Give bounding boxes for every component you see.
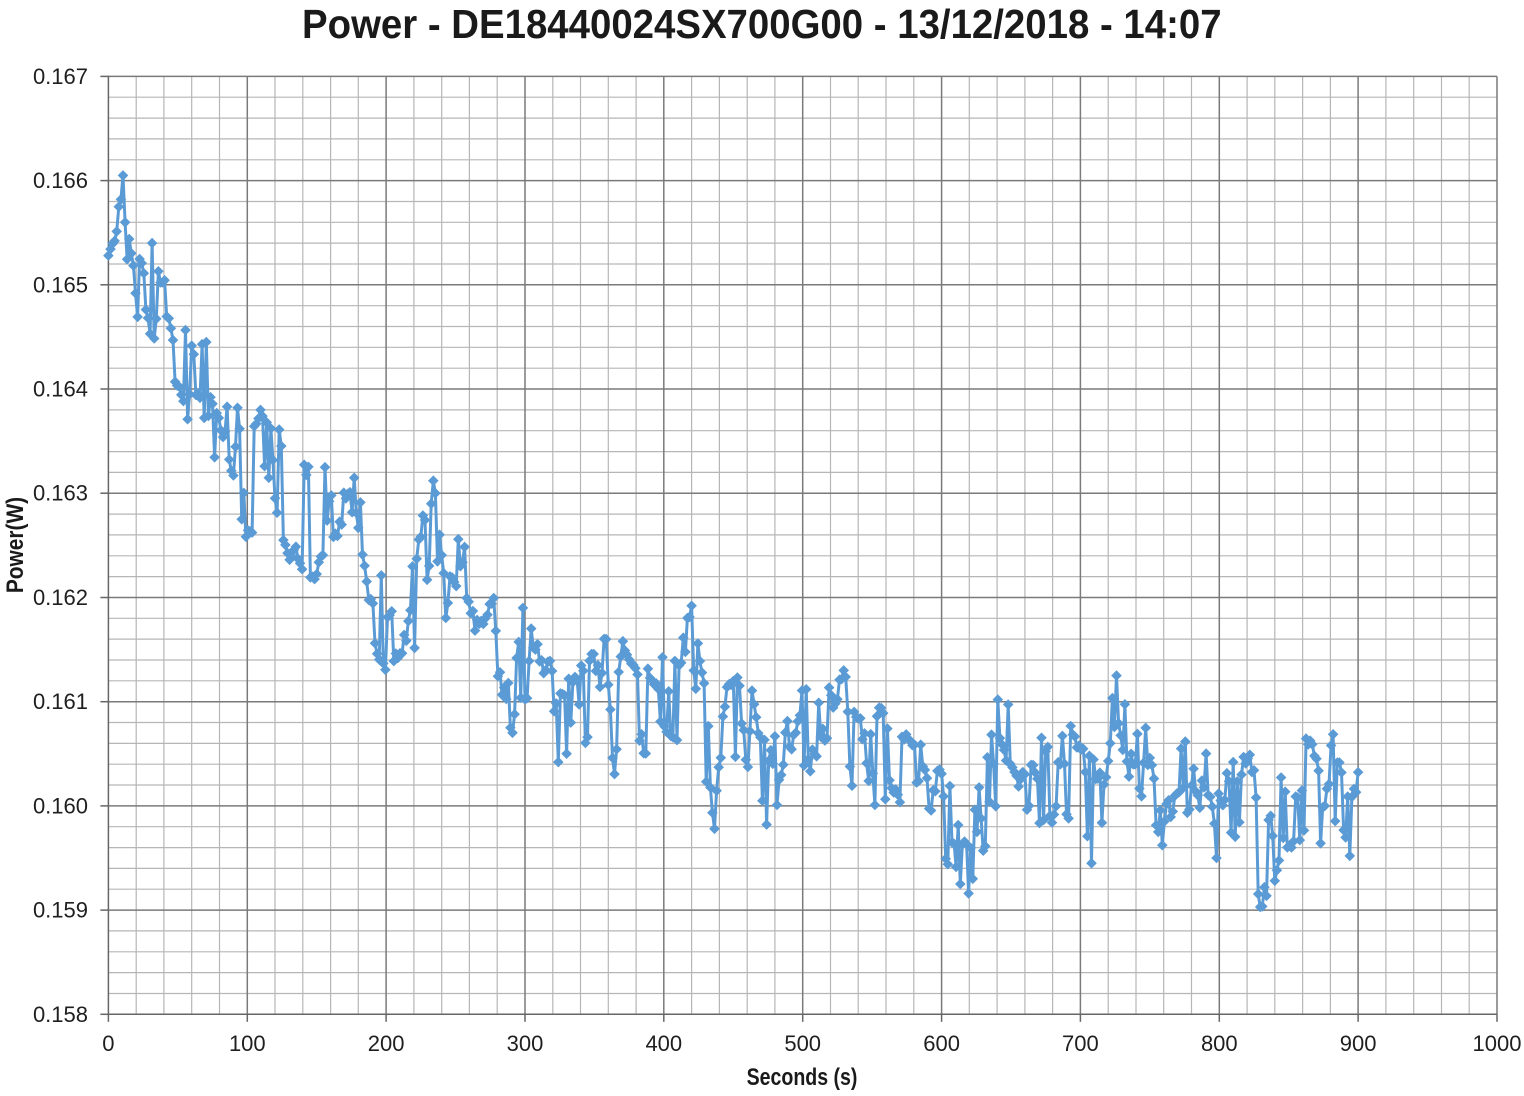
svg-text:500: 500: [784, 1031, 821, 1056]
svg-text:0.161: 0.161: [33, 689, 88, 714]
svg-text:0.163: 0.163: [33, 481, 88, 506]
svg-text:300: 300: [507, 1031, 544, 1056]
svg-text:0.166: 0.166: [33, 168, 88, 193]
svg-text:700: 700: [1062, 1031, 1099, 1056]
svg-text:0: 0: [102, 1031, 114, 1056]
svg-text:900: 900: [1340, 1031, 1377, 1056]
svg-text:800: 800: [1201, 1031, 1238, 1056]
svg-text:0.164: 0.164: [33, 377, 88, 402]
svg-text:400: 400: [645, 1031, 682, 1056]
svg-text:200: 200: [368, 1031, 405, 1056]
svg-text:0.159: 0.159: [33, 898, 88, 923]
svg-text:100: 100: [229, 1031, 266, 1056]
svg-text:0.158: 0.158: [33, 1002, 88, 1027]
svg-text:0.167: 0.167: [33, 64, 88, 89]
svg-text:1000: 1000: [1473, 1031, 1522, 1056]
svg-text:0.160: 0.160: [33, 793, 88, 818]
svg-text:0.162: 0.162: [33, 585, 88, 610]
svg-text:0.165: 0.165: [33, 272, 88, 297]
svg-text:600: 600: [923, 1031, 960, 1056]
